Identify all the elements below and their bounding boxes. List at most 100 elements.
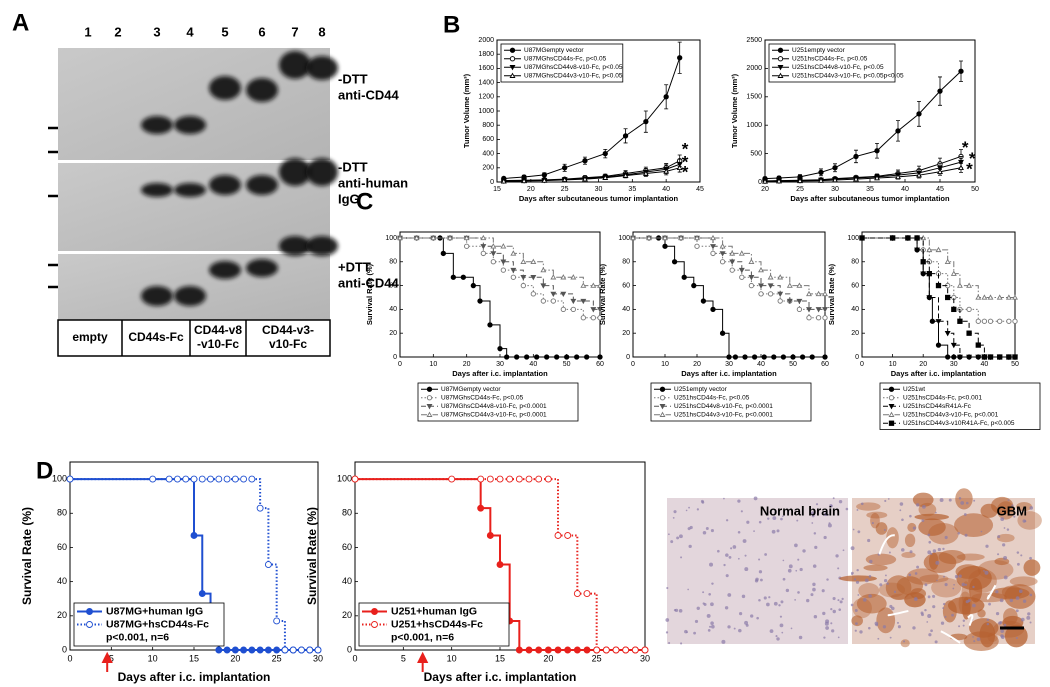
marker (490, 251, 497, 257)
y-tick-label: 0 (855, 354, 859, 361)
marker (771, 354, 777, 360)
nucleus (850, 546, 855, 551)
marker (590, 282, 597, 288)
nucleus (860, 502, 864, 506)
nucleus (944, 535, 948, 540)
x-tick-label: 15 (493, 186, 501, 193)
nucleus (785, 588, 790, 593)
marker (430, 234, 437, 241)
marker (510, 250, 517, 256)
y-tick-label: 0 (758, 179, 762, 186)
nucleus (882, 625, 887, 629)
blot-band (246, 78, 278, 102)
marker (550, 291, 557, 298)
marker (574, 354, 580, 360)
nucleus (702, 591, 705, 594)
x-tick-label: 25 (272, 653, 282, 663)
marker (935, 342, 942, 348)
marker (524, 354, 530, 360)
marker (450, 274, 456, 280)
nucleus (828, 522, 831, 525)
blot-band (141, 116, 173, 134)
nucleus (909, 550, 913, 554)
nucleus (670, 540, 674, 544)
vessel (887, 609, 909, 617)
marker (888, 420, 895, 426)
panel-label: D (36, 457, 53, 484)
chart: 0 20 40 60 80 100 0 10 20 30 40 50 60 Days after i.c.… (365, 231, 604, 422)
chart: 0 500 1000 1500 2000 2500 20 25 30 35 40 45 50 Days a… (730, 37, 979, 203)
x-tick-label: 30 (640, 653, 650, 663)
marker (777, 298, 783, 304)
marker (198, 590, 206, 598)
nucleus (737, 499, 741, 503)
marker (758, 266, 764, 273)
marker (515, 646, 523, 654)
arrow (417, 651, 429, 672)
marker (822, 290, 828, 297)
arrow (101, 651, 113, 672)
nucleus (930, 629, 933, 633)
nucleus (871, 521, 874, 525)
marker (777, 291, 784, 298)
nucleus (930, 552, 933, 555)
blot-band (209, 175, 241, 195)
nucleus (710, 529, 714, 533)
nucleus (958, 625, 961, 628)
group-label: CD44-v8 (194, 323, 242, 337)
x-tick-label: 25 (592, 653, 602, 663)
stain (904, 533, 916, 548)
x-tick-label: 30 (950, 361, 958, 368)
nucleus (796, 519, 799, 522)
nucleus (763, 596, 767, 600)
legend-label: U87MGhsCD44s-Fc, p<0.05 (524, 55, 607, 62)
x-tick-label: 30 (496, 361, 504, 368)
marker (622, 133, 629, 139)
legend-box (768, 43, 896, 83)
stain (1004, 624, 1028, 648)
x-tick-label: 15 (189, 653, 199, 663)
marker (975, 354, 982, 361)
nucleus (730, 547, 733, 550)
nucleus (832, 596, 836, 601)
nucleus (742, 539, 747, 543)
marker (590, 315, 596, 321)
nucleus (812, 582, 816, 587)
stain (878, 582, 906, 598)
marker (198, 475, 206, 483)
nucleus (839, 600, 843, 604)
marker (554, 532, 562, 539)
nucleus (998, 621, 1002, 625)
nucleus (684, 629, 688, 634)
marker (966, 354, 973, 361)
y-tick-label: 40 (389, 306, 397, 313)
nucleus (721, 639, 726, 644)
marker (231, 475, 239, 483)
marker (281, 646, 289, 654)
marker (729, 250, 736, 256)
marker (298, 646, 305, 654)
nucleus (673, 608, 677, 612)
marker (751, 354, 758, 360)
nucleus (815, 503, 819, 506)
blot-band (306, 158, 338, 186)
marker (521, 177, 528, 184)
marker (815, 290, 822, 297)
marker (544, 354, 550, 360)
stain (955, 488, 973, 510)
nucleus (932, 594, 936, 598)
lane-number: 6 (258, 24, 265, 39)
nucleus (957, 531, 961, 535)
nucleus (864, 578, 869, 583)
nucleus (794, 599, 796, 601)
nucleus (886, 582, 889, 585)
nucleus (737, 530, 741, 534)
nucleus (829, 504, 833, 508)
stain (907, 522, 917, 533)
nucleus (746, 520, 750, 524)
nucleus (688, 506, 690, 509)
nucleus (709, 562, 714, 567)
stain (1004, 584, 1036, 609)
marker (780, 354, 787, 360)
stain (996, 533, 1015, 543)
